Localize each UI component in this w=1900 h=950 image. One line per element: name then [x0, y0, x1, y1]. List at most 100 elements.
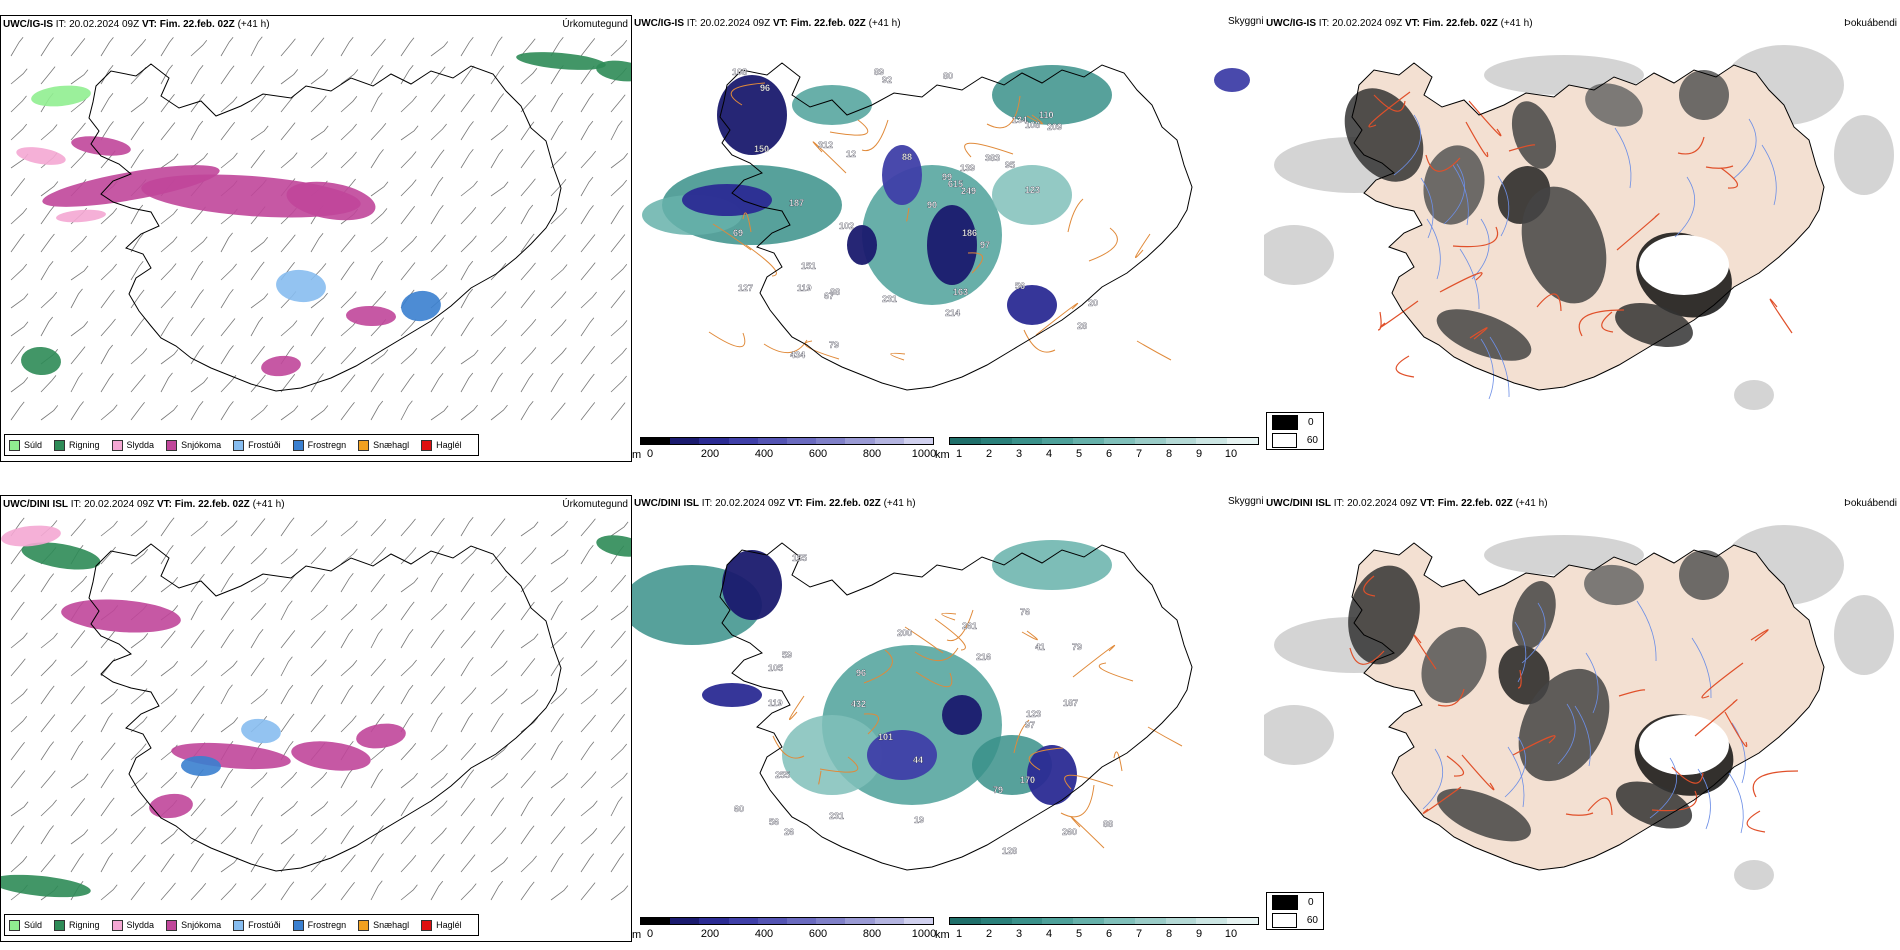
wind-barb: [100, 37, 114, 57]
road: [1136, 340, 1172, 361]
wind-barb: [100, 64, 114, 85]
wind-barb: [220, 629, 235, 649]
wind-barb: [430, 572, 444, 593]
cloudbase-area: [722, 550, 782, 620]
panel-title: Skyggni: [1228, 496, 1264, 507]
wind-barb: [70, 401, 84, 421]
fog-legend-row: 0: [1267, 893, 1323, 911]
wind-barb: [400, 547, 417, 565]
wind-barb: [550, 520, 568, 537]
colorbar-segment: [874, 918, 904, 924]
wind-barb: [400, 151, 417, 169]
wind-barb: [190, 317, 205, 337]
wind-barb: [310, 883, 327, 901]
wind-barb: [610, 320, 628, 337]
wind-barb: [610, 347, 627, 365]
cloudbase-value-label: 139: [960, 163, 975, 173]
wind-barb: [100, 742, 116, 761]
wind-barb: [220, 573, 234, 593]
wind-barb: [610, 521, 629, 537]
wind-barb: [100, 235, 117, 253]
wind-barb: [520, 121, 535, 141]
wind-barb: [340, 604, 358, 621]
colorbar-segment: [670, 918, 700, 924]
wind-barb: [610, 179, 628, 197]
cloudbase-value-label: 150: [754, 144, 769, 154]
wind-barb: [10, 825, 25, 845]
wind-barb: [220, 546, 236, 565]
wind-barb: [610, 153, 629, 169]
colorbar-segment: [903, 918, 934, 924]
cloudbase-value-label: 110: [1039, 110, 1054, 120]
wind-barb: [490, 797, 505, 817]
wind-barb: [10, 377, 29, 393]
wind-barb: [340, 151, 357, 169]
cloudbase-value-label: 96: [856, 668, 866, 678]
wind-barb: [490, 263, 507, 281]
colorbar-segment: [1196, 918, 1228, 924]
wind-barb: [520, 262, 536, 281]
cloudbase-value-label: 260: [1062, 827, 1077, 837]
wind-barb: [430, 372, 444, 393]
wind-barb: [400, 400, 413, 421]
wind-barb: [520, 290, 536, 309]
fog-indicator-map-row2: UWC/DINI ISL IT: 20.02.2024 09Z VT: Fim.…: [1264, 495, 1900, 942]
road: [829, 119, 869, 136]
wind-barb: [430, 800, 448, 817]
legend-item: Súld: [9, 439, 42, 451]
wind-barb: [490, 206, 506, 225]
fog-dense-area: [1511, 101, 1557, 169]
wind-barb: [70, 773, 89, 789]
road: [812, 141, 847, 174]
fog-map-canvas: [1264, 45, 1894, 410]
cloudbase-value-label: 80: [943, 71, 953, 81]
road: [1465, 121, 1489, 158]
fog-legend-row: 0: [1267, 413, 1323, 431]
panel-title: Úrkomutegund: [562, 19, 628, 30]
wind-barb: [130, 660, 148, 677]
legend-swatch-frostudi: [233, 919, 245, 931]
wind-barb: [100, 263, 117, 281]
wind-barb: [280, 881, 295, 901]
fog-dense-area: [1585, 83, 1643, 127]
wind-barb: [370, 604, 388, 621]
wind-barb: [400, 742, 417, 761]
wind-barb: [250, 125, 269, 141]
cloudbase-value-label: 60: [734, 804, 744, 814]
wind-barb: [160, 853, 175, 873]
wind-barb: [400, 262, 416, 281]
fog-haze: [1264, 225, 1334, 285]
wind-barb: [370, 880, 383, 901]
cloudbase-value-label: 187: [1063, 698, 1078, 708]
wind-barb: [160, 661, 179, 677]
colorbar-segment: [903, 438, 934, 444]
wind-barb: [550, 92, 564, 113]
cloudbase-value-label: 255: [775, 770, 790, 780]
road: [772, 735, 805, 759]
wind-barb: [70, 38, 86, 57]
wind-barb: [100, 852, 114, 873]
legend-item: Rigning: [54, 919, 100, 931]
visibility-area: [782, 715, 882, 795]
wind-barb: [550, 402, 566, 421]
wind-barb: [370, 149, 384, 169]
wind-barb: [220, 800, 238, 817]
road: [863, 649, 893, 684]
wind-barb: [100, 546, 116, 565]
wind-barb: [460, 404, 478, 421]
road: [818, 770, 822, 785]
cloudbase-value-label: 79: [1072, 642, 1082, 652]
cloudbase-value-label: 163: [953, 287, 968, 297]
wind-barb: [400, 797, 414, 817]
wind-barb: [340, 768, 354, 789]
wind-barb: [250, 797, 264, 817]
precip-area: [56, 209, 106, 223]
wind-barb: [10, 178, 26, 197]
wind-barb: [280, 405, 299, 421]
wind-barb: [610, 375, 627, 393]
wind-barb: [610, 826, 626, 845]
wind-barb: [280, 771, 298, 789]
cloudbase-value-label: 123: [1025, 185, 1040, 195]
legend-swatch-slydda: [111, 919, 123, 931]
fog-dense-area: [1421, 627, 1487, 703]
